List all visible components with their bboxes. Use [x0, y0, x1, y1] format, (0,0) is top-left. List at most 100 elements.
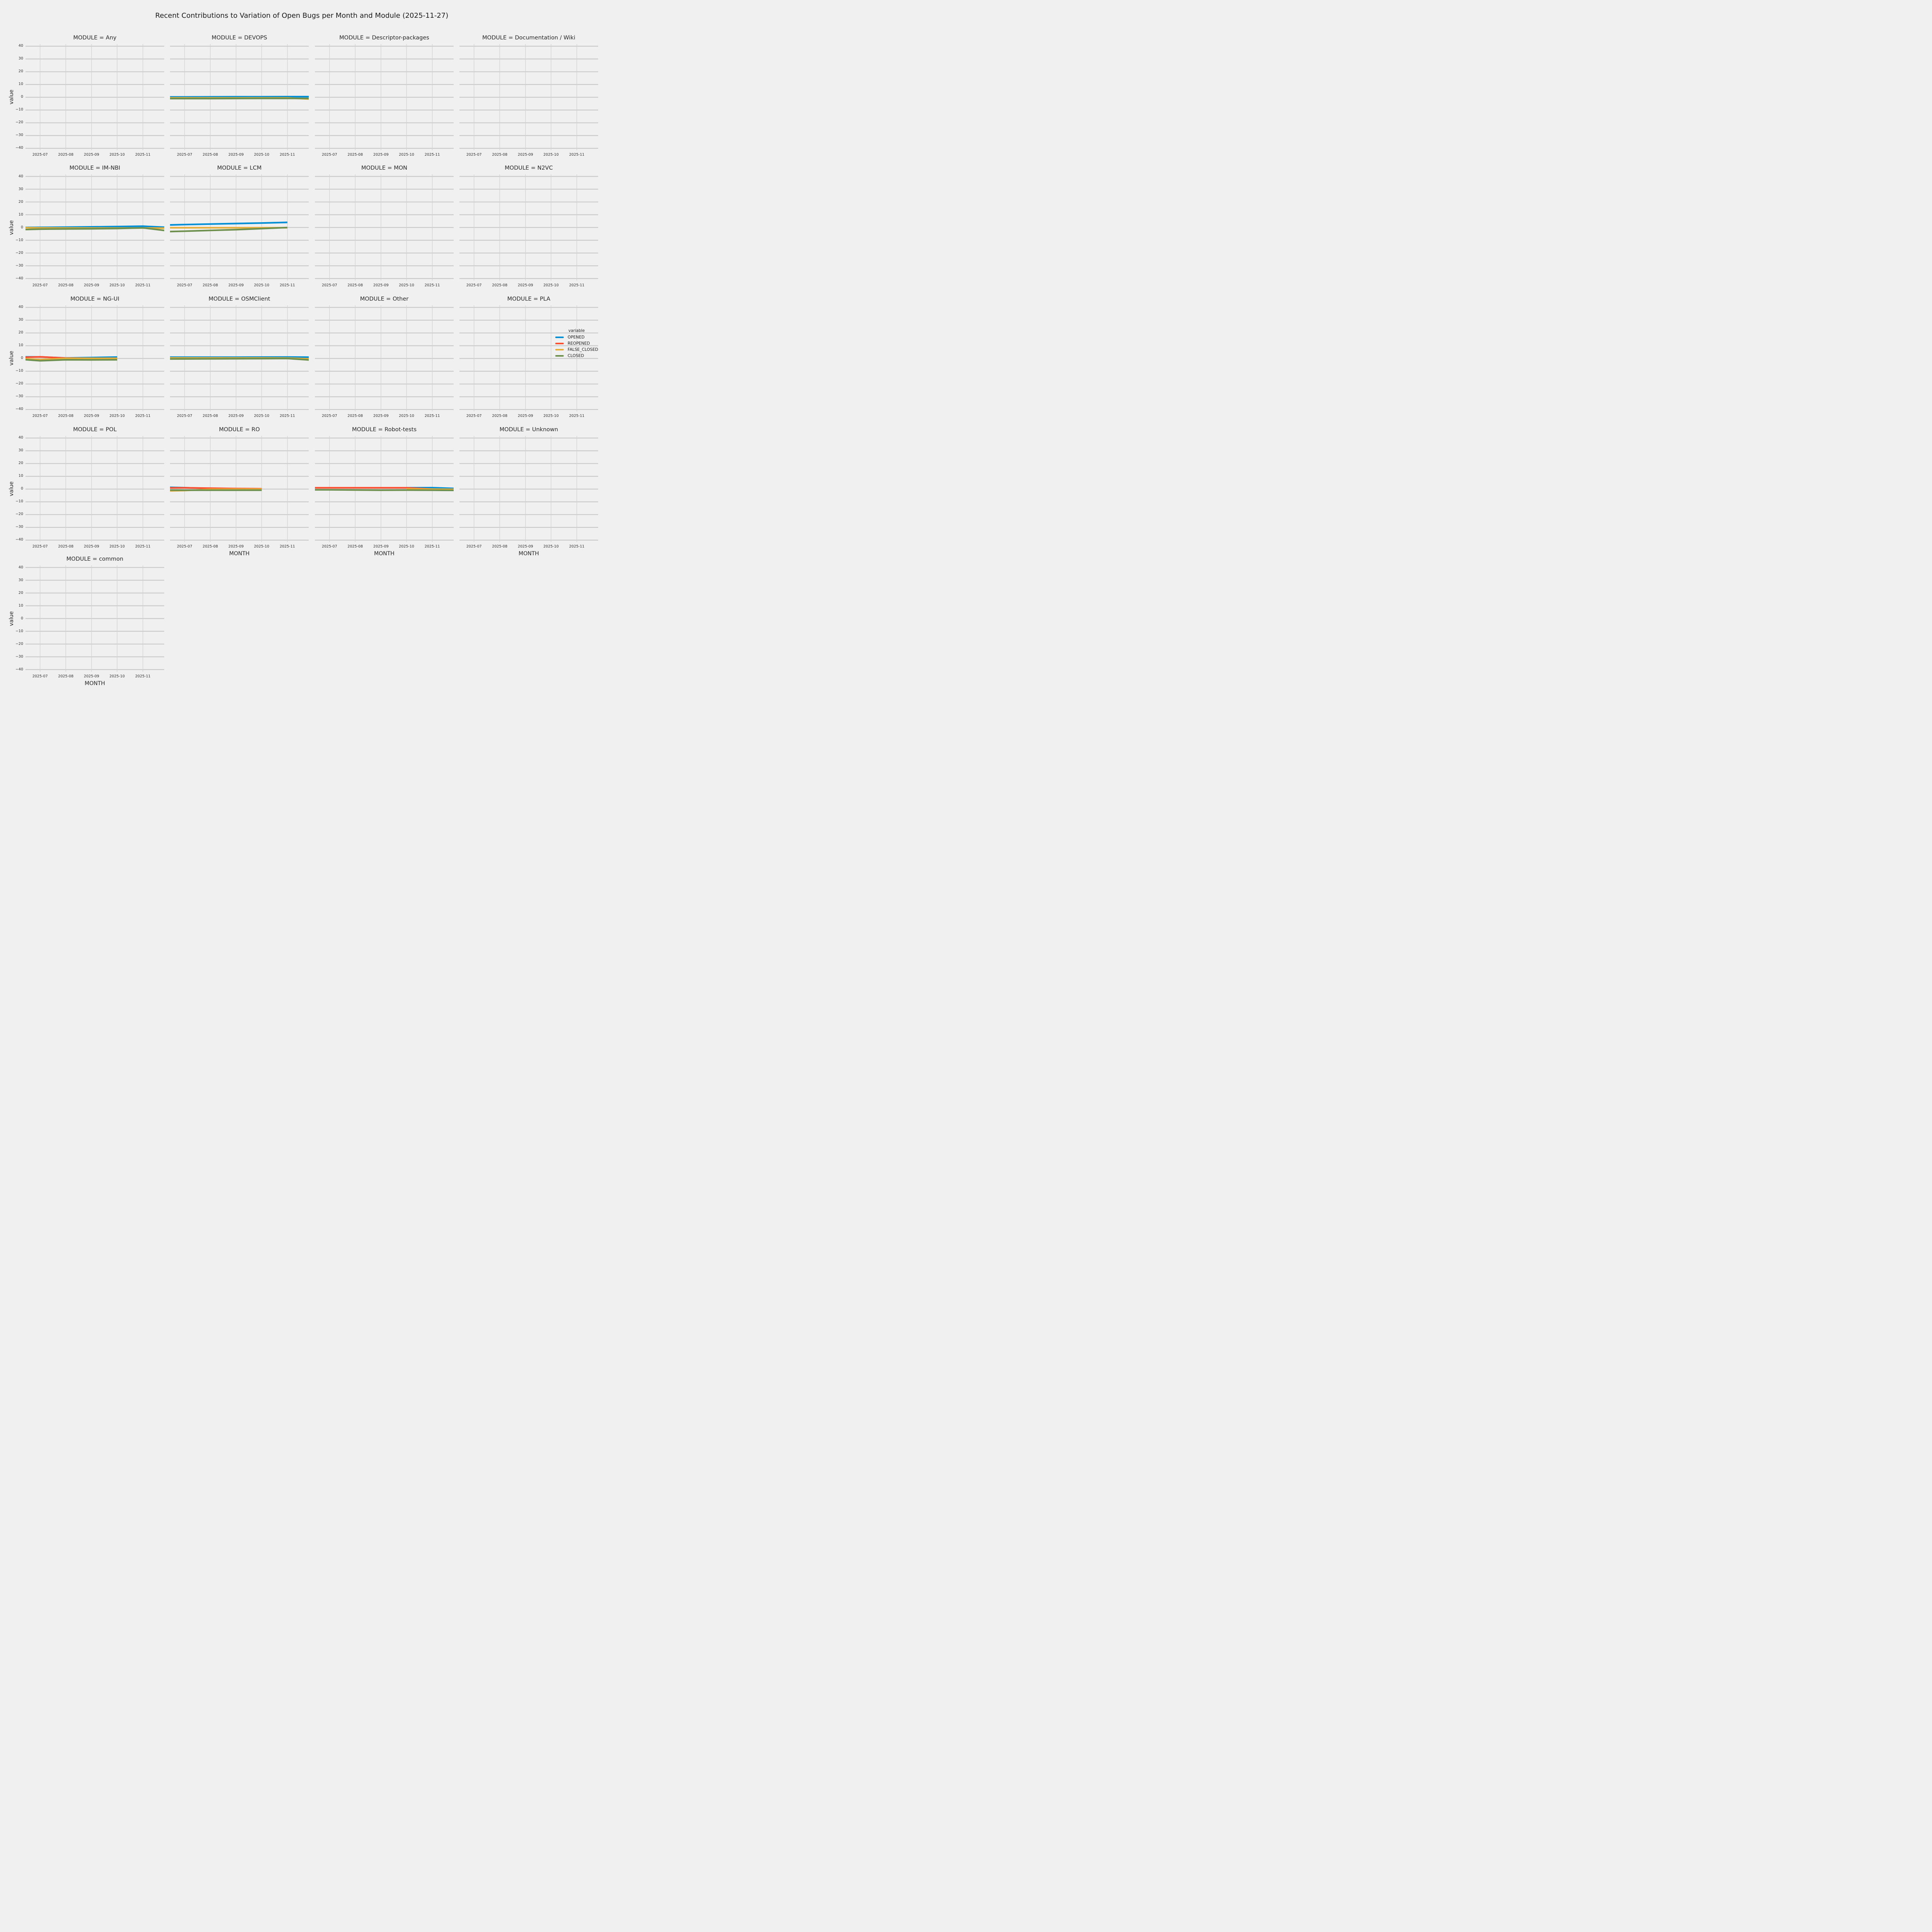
opened-line-swatch-icon: [555, 336, 564, 338]
series-line-closed-im-nbi: [26, 227, 164, 231]
x-tick-label: 2025-11: [135, 674, 151, 679]
x-tick-label: 2025-08: [58, 414, 74, 418]
y-tick-label: −40: [15, 407, 23, 412]
x-tick-label: 2025-07: [177, 414, 192, 418]
legend-item-label: FALSE_CLOSED: [568, 347, 599, 352]
y-tick-label: 10: [18, 343, 23, 348]
y-tick-label: 40: [18, 435, 23, 440]
legend-title: variable: [568, 328, 585, 333]
x-tick-label: 2025-09: [84, 283, 99, 287]
facet-title-mon: MODULE = MON: [361, 165, 408, 171]
x-tick-label: 2025-11: [424, 153, 440, 157]
facet-title-common: MODULE = common: [66, 556, 124, 562]
legend-item-false-closed: FALSE_CLOSED: [555, 347, 598, 353]
x-tick-label: 2025-08: [58, 674, 74, 679]
x-tick-label: 2025-09: [228, 153, 244, 157]
facet-panel-robot-tests: [315, 435, 454, 542]
series-line-closed-ng-ui: [26, 359, 117, 362]
figure: Recent Contributions to Variation of Ope…: [0, 0, 604, 696]
facet-panel-any: [26, 44, 164, 150]
y-tick-label: −40: [15, 146, 23, 150]
x-tick-label: 2025-08: [202, 153, 218, 157]
y-tick-label: 20: [18, 461, 23, 466]
x-tick-label: 2025-09: [518, 283, 533, 287]
facet-panel-osmclient: [170, 305, 309, 412]
facet-title-lcm: MODULE = LCM: [217, 165, 262, 171]
x-tick-label: 2025-08: [492, 414, 508, 418]
x-tick-label: 2025-09: [373, 414, 389, 418]
reopened-line-swatch-icon: [555, 342, 564, 345]
facet-title-im-nbi: MODULE = IM-NBI: [69, 165, 121, 171]
x-tick-label: 2025-07: [177, 153, 192, 157]
facet-panel-pol: [26, 435, 164, 542]
facet-panel-devops: [170, 44, 309, 150]
x-tick-label: 2025-10: [543, 153, 559, 157]
facet-title-pol: MODULE = POL: [73, 426, 117, 433]
y-tick-label: −20: [15, 641, 23, 646]
x-tick-label: 2025-07: [177, 544, 192, 549]
legend-item-reopened: REOPENED: [555, 340, 598, 347]
y-axis-label: value: [9, 90, 15, 105]
x-tick-label: 2025-11: [569, 283, 585, 287]
x-tick-label: 2025-09: [228, 283, 244, 287]
facet-panel-other: [315, 305, 454, 412]
facet-title-unknown: MODULE = Unknown: [499, 426, 558, 433]
x-tick-label: 2025-07: [177, 283, 192, 287]
x-tick-label: 2025-07: [321, 414, 337, 418]
y-tick-label: 40: [18, 305, 23, 310]
x-tick-label: 2025-11: [279, 153, 295, 157]
y-tick-label: 10: [18, 212, 23, 217]
x-axis-label: MONTH: [85, 680, 105, 687]
y-tick-label: −40: [15, 667, 23, 672]
x-tick-label: 2025-11: [424, 283, 440, 287]
x-tick-label: 2025-08: [347, 414, 363, 418]
x-tick-label: 2025-07: [32, 414, 48, 418]
x-tick-label: 2025-11: [135, 544, 151, 549]
y-tick-label: 30: [18, 318, 23, 322]
series-line-false_closed-ng-ui: [26, 357, 117, 361]
x-tick-label: 2025-10: [254, 153, 269, 157]
x-tick-label: 2025-10: [254, 544, 269, 549]
facet-title-other: MODULE = Other: [360, 296, 409, 302]
y-tick-label: 40: [18, 174, 23, 179]
x-tick-label: 2025-09: [84, 544, 99, 549]
x-tick-label: 2025-09: [84, 153, 99, 157]
x-tick-label: 2025-07: [32, 674, 48, 679]
y-tick-label: −10: [15, 629, 23, 633]
x-tick-label: 2025-07: [32, 544, 48, 549]
y-tick-label: 0: [20, 356, 23, 361]
x-tick-label: 2025-09: [373, 544, 389, 549]
closed-line-swatch-icon: [555, 355, 564, 357]
x-tick-label: 2025-10: [109, 414, 125, 418]
x-tick-label: 2025-10: [109, 283, 125, 287]
x-tick-label: 2025-10: [399, 544, 414, 549]
x-tick-label: 2025-11: [279, 414, 295, 418]
x-tick-label: 2025-09: [518, 544, 533, 549]
y-tick-label: 20: [18, 590, 23, 595]
legend: variable OPENED REOPENED FALSE_CLOSED CL…: [555, 328, 598, 359]
x-tick-label: 2025-08: [202, 544, 218, 549]
y-axis-label: value: [9, 220, 15, 235]
x-axis-label: MONTH: [519, 551, 539, 557]
x-tick-label: 2025-09: [228, 414, 244, 418]
x-tick-label: 2025-07: [32, 153, 48, 157]
x-tick-label: 2025-09: [228, 544, 244, 549]
y-tick-label: −10: [15, 499, 23, 504]
y-tick-label: 20: [18, 330, 23, 335]
x-tick-label: 2025-07: [32, 283, 48, 287]
x-tick-label: 2025-10: [543, 283, 559, 287]
x-tick-label: 2025-09: [518, 414, 533, 418]
x-tick-label: 2025-10: [254, 283, 269, 287]
x-tick-label: 2025-10: [399, 283, 414, 287]
y-tick-label: −20: [15, 381, 23, 386]
series-line-closed-osmclient: [170, 357, 309, 361]
x-tick-label: 2025-11: [569, 544, 585, 549]
facet-title-documentation-wiki: MODULE = Documentation / Wiki: [482, 34, 575, 41]
x-tick-label: 2025-07: [466, 414, 482, 418]
series-line-closed-lcm: [170, 226, 287, 233]
y-tick-label: 30: [18, 448, 23, 453]
y-tick-label: −30: [15, 654, 23, 659]
facet-panel-im-nbi: [26, 174, 164, 281]
facet-panel-documentation-wiki: [459, 44, 598, 150]
y-tick-label: −40: [15, 537, 23, 542]
